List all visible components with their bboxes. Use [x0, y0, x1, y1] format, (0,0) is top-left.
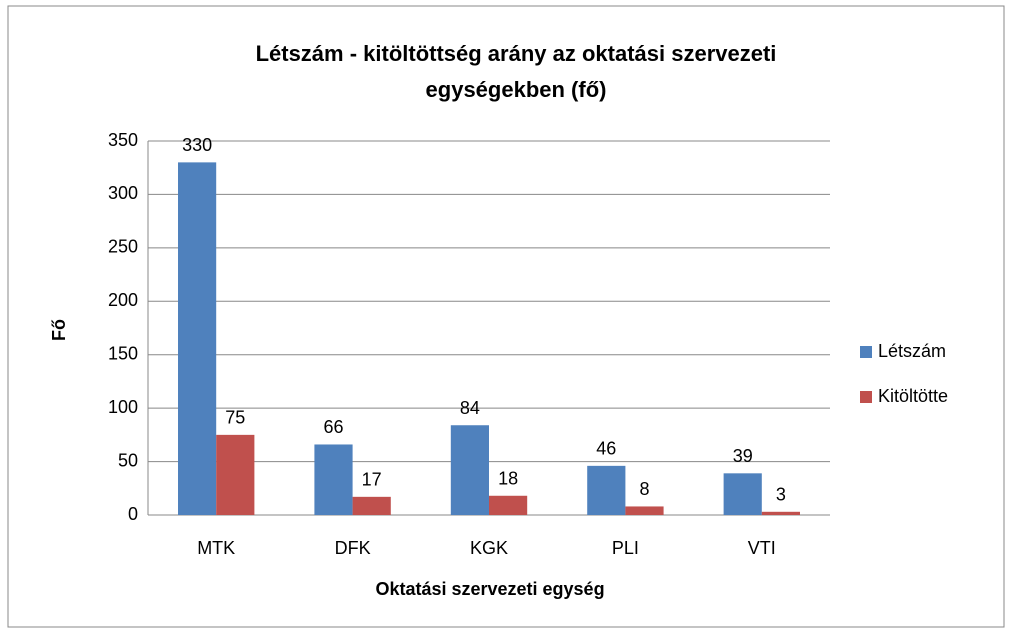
y-tick-label: 100 [108, 397, 138, 417]
value-label: 39 [733, 446, 753, 466]
bar [723, 473, 762, 515]
y-tick-label: 50 [118, 450, 138, 470]
y-tick-label: 250 [108, 237, 138, 257]
bar [761, 511, 800, 515]
x-tick-label: PLI [612, 538, 639, 558]
y-tick-label: 0 [128, 504, 138, 524]
value-label: 46 [596, 439, 616, 459]
x-axis-label: Oktatási szervezeti egység [375, 579, 604, 599]
value-label: 330 [182, 135, 212, 155]
bar [314, 444, 353, 515]
legend-swatch [860, 391, 872, 403]
bar [625, 506, 664, 515]
value-label: 3 [776, 485, 786, 505]
x-tick-label: KGK [470, 538, 508, 558]
x-tick-label: VTI [748, 538, 776, 558]
legend-label: Kitöltötte [878, 386, 948, 406]
y-axis-label: Fő [49, 319, 69, 341]
y-tick-label: 150 [108, 343, 138, 363]
y-tick-label: 300 [108, 183, 138, 203]
legend-label: Létszám [878, 341, 946, 361]
chart-title: Létszám - kitöltöttség arány az oktatási… [256, 41, 777, 102]
bar [489, 495, 528, 515]
bar [587, 465, 626, 515]
value-label: 84 [460, 398, 480, 418]
value-label: 18 [498, 469, 518, 489]
chart-border [7, 5, 1005, 628]
value-label: 75 [225, 408, 245, 428]
bar [450, 425, 489, 515]
x-tick-label: DFK [335, 538, 371, 558]
value-label: 66 [323, 417, 343, 437]
bar [216, 434, 255, 515]
bar [352, 496, 391, 515]
value-label: 8 [639, 479, 649, 499]
y-tick-label: 200 [108, 290, 138, 310]
y-tick-label: 350 [108, 130, 138, 150]
bar [178, 162, 217, 515]
legend-swatch [860, 346, 872, 358]
x-tick-label: MTK [197, 538, 235, 558]
value-label: 17 [362, 470, 382, 490]
